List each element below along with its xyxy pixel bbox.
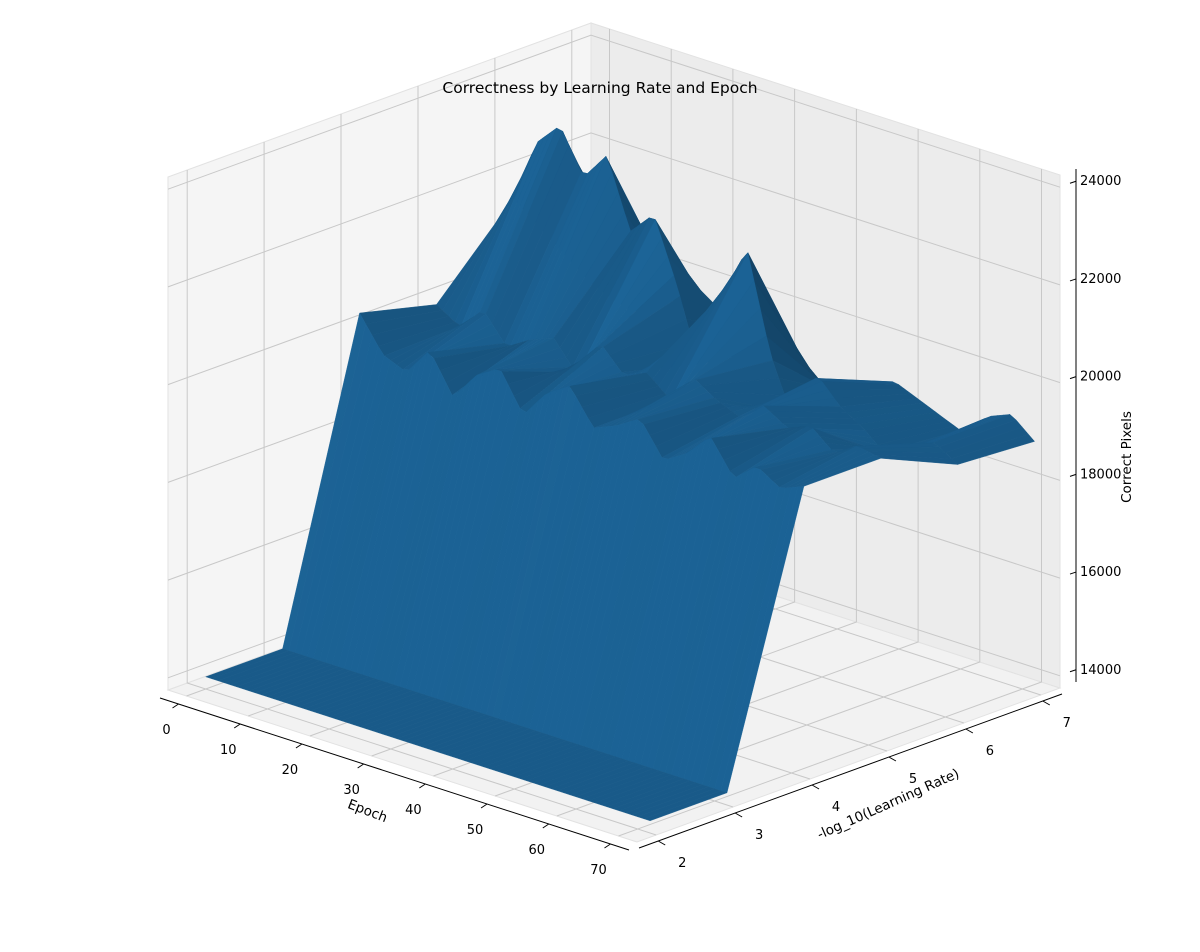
x-tick-label: 20 xyxy=(282,763,299,778)
x-tick-label: 50 xyxy=(467,823,484,838)
x-tick-label: 30 xyxy=(343,783,360,798)
x-tick-mark xyxy=(357,763,364,769)
y-tick-mark xyxy=(811,784,820,790)
z-tick-mark xyxy=(1069,376,1077,380)
x-tick-label: 10 xyxy=(220,743,237,758)
z-tick-label: 22000 xyxy=(1080,272,1121,287)
z-gridline xyxy=(167,132,1061,288)
x-tick-label: 40 xyxy=(405,803,422,818)
x-tick-mark xyxy=(295,743,303,749)
x-tick-label: 60 xyxy=(529,843,546,858)
x-tick-label: 0 xyxy=(162,723,170,738)
y-gridline xyxy=(186,170,657,836)
z-tick-label: 20000 xyxy=(1080,370,1121,385)
x-gridline xyxy=(618,169,1042,837)
x-tick-mark xyxy=(233,723,241,729)
y-tick-label: 6 xyxy=(986,744,994,759)
z-tick-mark xyxy=(1069,571,1077,575)
z-gridline xyxy=(167,34,1061,190)
x-axis-line xyxy=(159,697,630,851)
z-axis-label: Correct Pixels xyxy=(1119,411,1135,503)
surface-facet xyxy=(643,790,728,822)
z-tick-mark xyxy=(1069,278,1077,282)
z-tick-mark xyxy=(1069,180,1077,184)
y-axis-line xyxy=(638,693,1063,849)
y-tick-mark xyxy=(657,840,666,846)
x-axis-label: Epoch xyxy=(345,796,389,826)
z-tick-label: 14000 xyxy=(1080,663,1121,678)
y-tick-label: 5 xyxy=(909,772,917,787)
y-tick-label: 3 xyxy=(755,828,763,843)
tick-labels: 0 10 20 30 40 50 60 70 2 3 4 5 6 7 14000 16000 18000 2000… xyxy=(162,174,1121,878)
y-tick-mark xyxy=(888,756,897,762)
y-tick-mark xyxy=(1042,700,1051,706)
x-tick-mark xyxy=(480,803,488,809)
z-tick-label: 16000 xyxy=(1080,565,1121,580)
x-tick-mark xyxy=(172,703,179,709)
x-tick-mark xyxy=(419,783,426,789)
y-tick-label: 2 xyxy=(678,856,686,871)
chart-title: Correctness by Learning Rate and Epoch xyxy=(442,79,757,97)
z-tick-label: 24000 xyxy=(1080,174,1121,189)
y-tick-mark xyxy=(734,812,743,818)
z-tick-mark xyxy=(1069,473,1077,477)
axis-lines xyxy=(159,169,1077,851)
surface-plot xyxy=(205,127,1035,822)
z-tick-mark xyxy=(1069,669,1077,673)
x-tick-mark xyxy=(542,823,550,829)
z-tick-label: 18000 xyxy=(1080,467,1121,482)
y-tick-mark xyxy=(965,728,974,734)
x-tick-mark xyxy=(604,843,611,849)
x-tick-label: 70 xyxy=(590,863,607,878)
y-tick-label: 7 xyxy=(1063,716,1071,731)
y-tick-label: 4 xyxy=(832,800,840,815)
